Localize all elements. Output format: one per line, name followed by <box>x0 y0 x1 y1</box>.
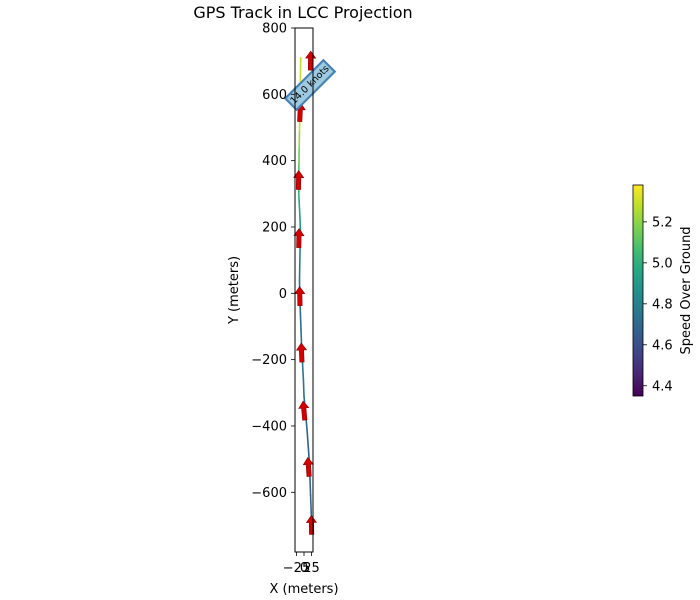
colorbar-tick-label: 5.2 <box>652 215 673 230</box>
heading-arrow-shape <box>295 342 308 363</box>
track-segment <box>299 312 302 331</box>
y-tick-label: −400 <box>251 419 287 434</box>
track-segment <box>302 378 305 397</box>
heading-arrow <box>293 228 305 248</box>
track-segment <box>301 362 305 381</box>
x-tick-label: −25 <box>283 561 310 576</box>
colorbar-tick-label: 4.6 <box>652 338 673 353</box>
track-segment <box>298 212 302 232</box>
track-segment <box>298 196 301 215</box>
y-tick-label: −600 <box>251 486 287 501</box>
heading-arrow <box>295 342 308 363</box>
track-segment <box>309 478 312 497</box>
heading-arrow <box>298 400 310 421</box>
y-axis-ticks: 800 600 400 200 0 −200 −400 −600 <box>251 22 295 501</box>
chart-title: GPS Track in LCC Projection <box>193 3 412 22</box>
heading-arrow <box>305 50 317 71</box>
heading-arrow-shape <box>293 170 305 190</box>
speed-annotation-box-rect <box>283 58 337 112</box>
colorbar-tick-label: 4.8 <box>652 297 673 312</box>
x-tick-label: 25 <box>303 561 320 576</box>
colorbar-label: Speed Over Ground <box>679 226 694 354</box>
y-tick-label: 800 <box>262 22 287 37</box>
heading-arrow-shape <box>305 50 317 71</box>
y-axis-label: Y (meters) <box>227 256 242 325</box>
heading-arrow-shape <box>302 456 314 477</box>
heading-arrow <box>305 514 318 535</box>
y-tick-label: 400 <box>262 154 287 169</box>
x-axis-label: X (meters) <box>269 582 338 597</box>
heading-arrow <box>293 170 305 190</box>
track-segment <box>306 428 310 447</box>
colorbar-ticks: 4.4 4.6 4.8 5.0 5.2 <box>643 215 673 394</box>
y-tick-label: −200 <box>251 353 287 368</box>
heading-arrow-shape <box>293 228 305 248</box>
heading-arrow-shape <box>305 514 318 535</box>
colorbar: 4.4 4.6 4.8 5.0 5.2 Speed Over Ground <box>632 184 694 397</box>
colorbar-tick-label: 4.4 <box>652 379 673 394</box>
colorbar-frame <box>632 184 644 397</box>
heading-arrow <box>294 286 306 306</box>
heading-arrow-shape <box>294 286 306 306</box>
y-tick-label: 600 <box>262 88 287 103</box>
colorbar-tick-label: 5.0 <box>652 256 673 271</box>
heading-arrow <box>302 456 314 477</box>
colorbar-gradient <box>633 185 643 396</box>
heading-arrow-shape <box>298 400 310 421</box>
x-tick-label: 0 <box>300 561 308 576</box>
track-segment <box>309 494 313 514</box>
y-tick-label: 0 <box>279 287 287 302</box>
y-tick-label: 200 <box>262 220 287 235</box>
